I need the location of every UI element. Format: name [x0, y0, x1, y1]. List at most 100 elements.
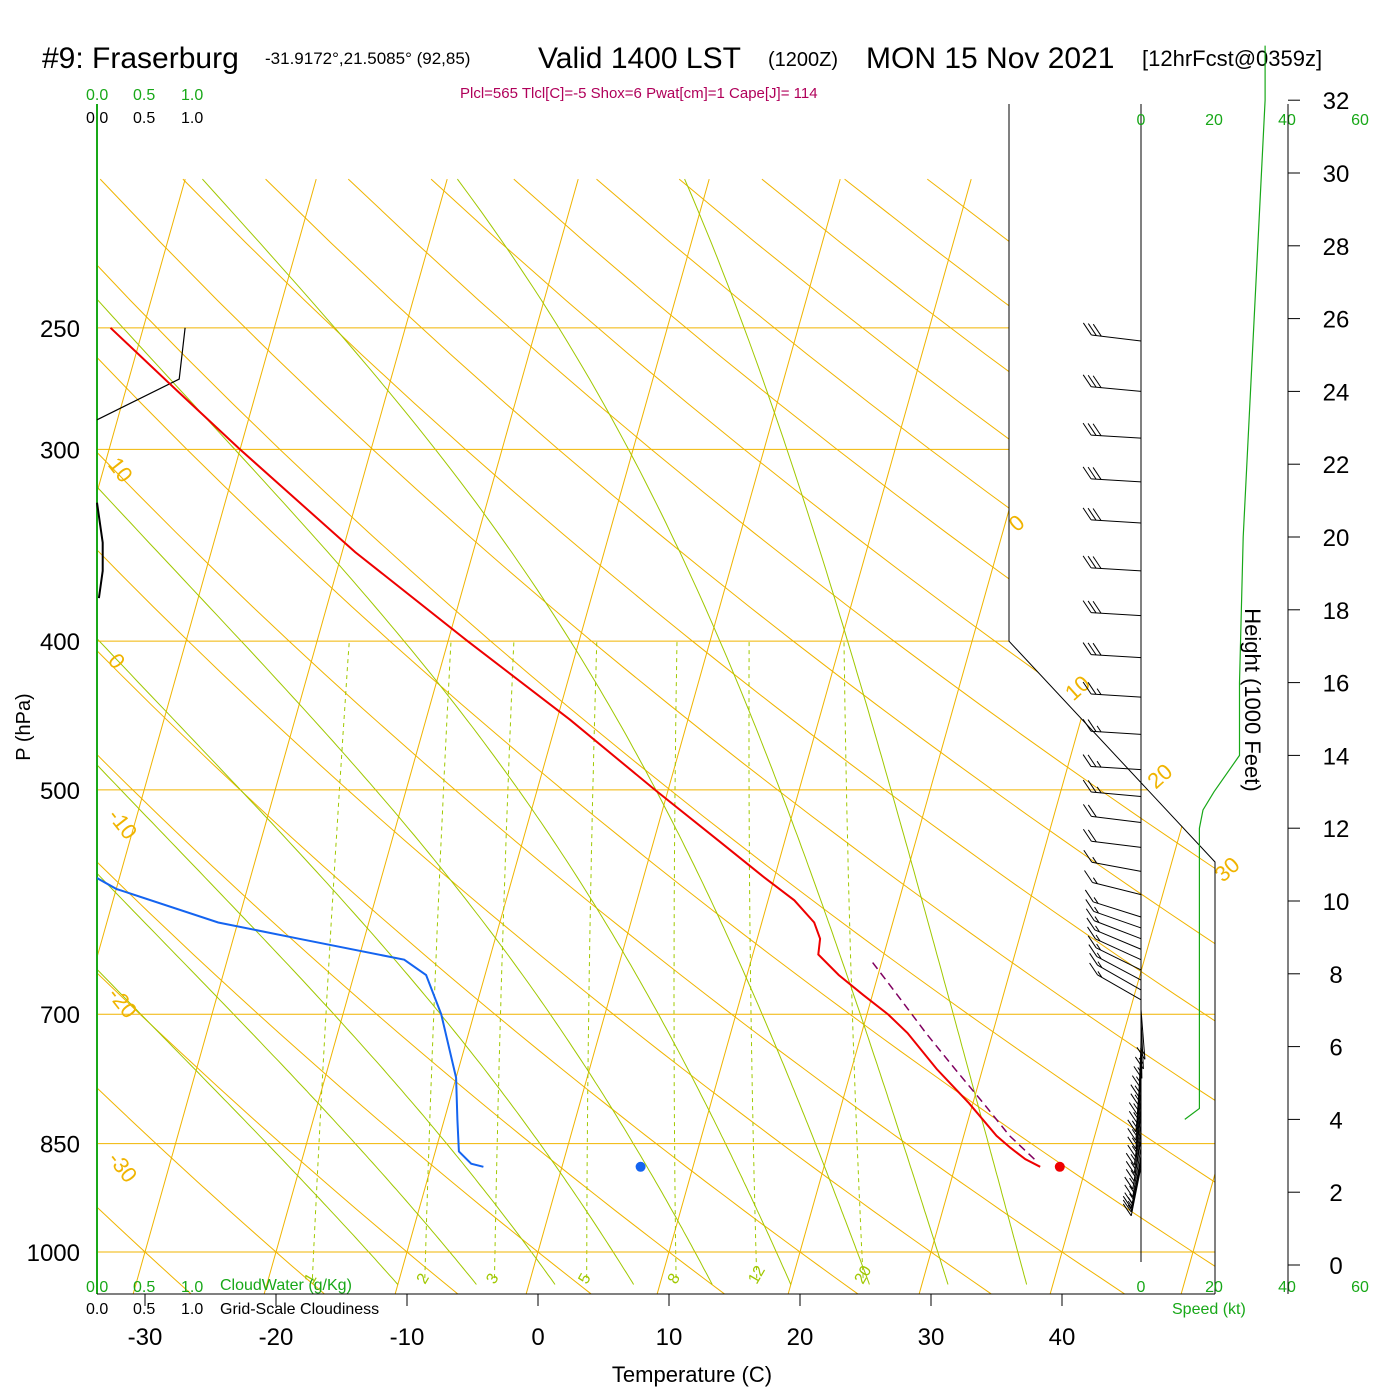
- wind-barb: [1124, 1139, 1142, 1190]
- wind-barb-feather: [1082, 828, 1092, 842]
- wind-barb: [1082, 374, 1142, 392]
- height-tick-label: 28: [1323, 234, 1350, 261]
- wind-barb-feather: [1092, 375, 1102, 388]
- wind-barb-feather: [1124, 1184, 1134, 1198]
- wind-barb: [1082, 466, 1142, 483]
- wind-barb-staff: [1091, 654, 1142, 659]
- mixing-ratio-label: 5: [575, 1271, 594, 1287]
- dry-adiabats: [97, 178, 1215, 1294]
- cloudiness-top-tick: 1.0: [181, 110, 203, 127]
- wind-barb-half-feather: [1131, 1129, 1137, 1136]
- cloudiness-bottom-tick: 1.0: [181, 1301, 203, 1318]
- moist-adiabat-line: [97, 178, 635, 1285]
- wind-barb-feather: [1127, 1128, 1137, 1141]
- pressure-tick-label: 400: [40, 629, 80, 656]
- wind-barb-feather: [1082, 322, 1092, 336]
- dry-adiabat-line: [97, 178, 216, 1294]
- wind-barb-staff: [1135, 1082, 1142, 1132]
- wind-barb-staff: [1091, 815, 1142, 823]
- wind-barb: [1083, 850, 1142, 872]
- wind-barb-feather: [1085, 899, 1095, 912]
- title-forecast: [12hrFcst@0359z]: [1142, 46, 1322, 71]
- dry-adiabat-line: [596, 178, 1215, 1294]
- wind-barb-feather: [1082, 555, 1092, 569]
- wind-barb: [1084, 889, 1142, 918]
- moist-adiabat-line: [202, 178, 870, 1285]
- mixing-ratio-label: 2: [414, 1271, 433, 1287]
- wind-barb-feather: [1084, 889, 1094, 903]
- wind-barb-staff: [1091, 840, 1142, 848]
- isotherm-label: -20: [103, 983, 142, 1023]
- wind-barb: [1124, 1147, 1142, 1198]
- wind-barb-staff: [1091, 567, 1142, 572]
- wind-barb-feather: [1083, 850, 1093, 863]
- cloud-water-top-tick: 1.0: [181, 87, 203, 104]
- height-tick-label: 14: [1323, 743, 1350, 770]
- wind-barb-feather: [1087, 423, 1097, 436]
- moist-adiabat-line: [684, 178, 1028, 1285]
- isotherm-line: [97, 178, 186, 1294]
- wind-barb-half-feather: [1092, 856, 1098, 864]
- wind-barb-half-feather: [1134, 1085, 1140, 1092]
- wind-barb-staff: [1091, 334, 1142, 342]
- height-tick-label: 30: [1323, 161, 1350, 188]
- wind-barb-staff: [1092, 882, 1142, 896]
- wind-barb-feather: [1087, 719, 1097, 732]
- wind-barb-staff: [1132, 1147, 1142, 1197]
- temperature-line: [109, 327, 1041, 1168]
- mixing-ratio-line: [586, 641, 598, 1279]
- wind-barb-staff: [1091, 766, 1142, 771]
- wind-barb-staff: [1136, 1064, 1142, 1115]
- wind-barb-feather: [1087, 754, 1097, 768]
- mixing-ratio-line: [424, 641, 452, 1279]
- title-station: #9: Fraserburg: [42, 42, 239, 75]
- cloud-water-top-tick: 0.5: [133, 87, 155, 104]
- mixing-ratio-label: 12: [745, 1263, 769, 1287]
- wind-barb: [1082, 422, 1142, 439]
- wind-barb-feather: [1082, 466, 1092, 480]
- height-tick-label: 26: [1323, 307, 1350, 334]
- wind-barb: [1088, 944, 1142, 981]
- wind-barb-half-feather: [1094, 916, 1100, 923]
- moist-adiabat-line: [97, 178, 477, 1285]
- height-tick-label: 18: [1323, 598, 1350, 625]
- isotherm-line: [912, 178, 1215, 1294]
- wind-barb-staff: [1091, 386, 1142, 392]
- wind-barb: [1082, 719, 1142, 735]
- wind-barb-staff: [1091, 612, 1142, 617]
- wind-barb: [1122, 1166, 1142, 1217]
- pressure-tick-label: 500: [40, 778, 80, 805]
- title-utc: (1200Z): [768, 49, 838, 71]
- speed-tick-bottom: 60: [1351, 1279, 1369, 1296]
- wind-barb-feather: [1087, 600, 1097, 614]
- wind-barb-feather: [1122, 1195, 1132, 1209]
- x-tick-label: -20: [259, 1324, 294, 1351]
- pressure-tick-label: 700: [40, 1002, 80, 1029]
- wind-barb-staff: [1096, 956, 1142, 981]
- isotherm-label: 20: [1142, 759, 1177, 794]
- mixing-ratio-line: [843, 641, 864, 1279]
- height-tick-label: 24: [1323, 379, 1350, 406]
- wind-barb: [1082, 828, 1142, 848]
- sounding-lines: [97, 327, 1065, 1172]
- isotherm-label: 0: [1004, 510, 1030, 537]
- x-tick-label: -10: [390, 1324, 425, 1351]
- wind-barb-half-feather: [1097, 971, 1103, 978]
- wind-barb-half-feather: [1095, 925, 1100, 933]
- wind-barb-feather: [1127, 1136, 1137, 1150]
- wind-barb-half-feather: [1130, 1170, 1136, 1177]
- cloud-water-bottom-tick: 1.0: [181, 1279, 203, 1296]
- isotherm-line: [388, 178, 710, 1294]
- wind-barb-staff: [1094, 929, 1142, 950]
- dry-adiabat-line: [99, 178, 1215, 1294]
- wind-barb-feather: [1082, 642, 1092, 655]
- wind-barb-feather: [1082, 507, 1092, 521]
- wind-barb-half-feather: [1094, 906, 1099, 914]
- pressure-tick-label: 300: [40, 437, 80, 464]
- wind-barb-staff: [1140, 1028, 1143, 1079]
- dry-adiabat-line: [761, 178, 1215, 1294]
- wind-barb-half-feather: [1096, 688, 1102, 695]
- height-tick-label: 0: [1329, 1253, 1342, 1280]
- speed-tick-bottom: 0: [1137, 1279, 1146, 1296]
